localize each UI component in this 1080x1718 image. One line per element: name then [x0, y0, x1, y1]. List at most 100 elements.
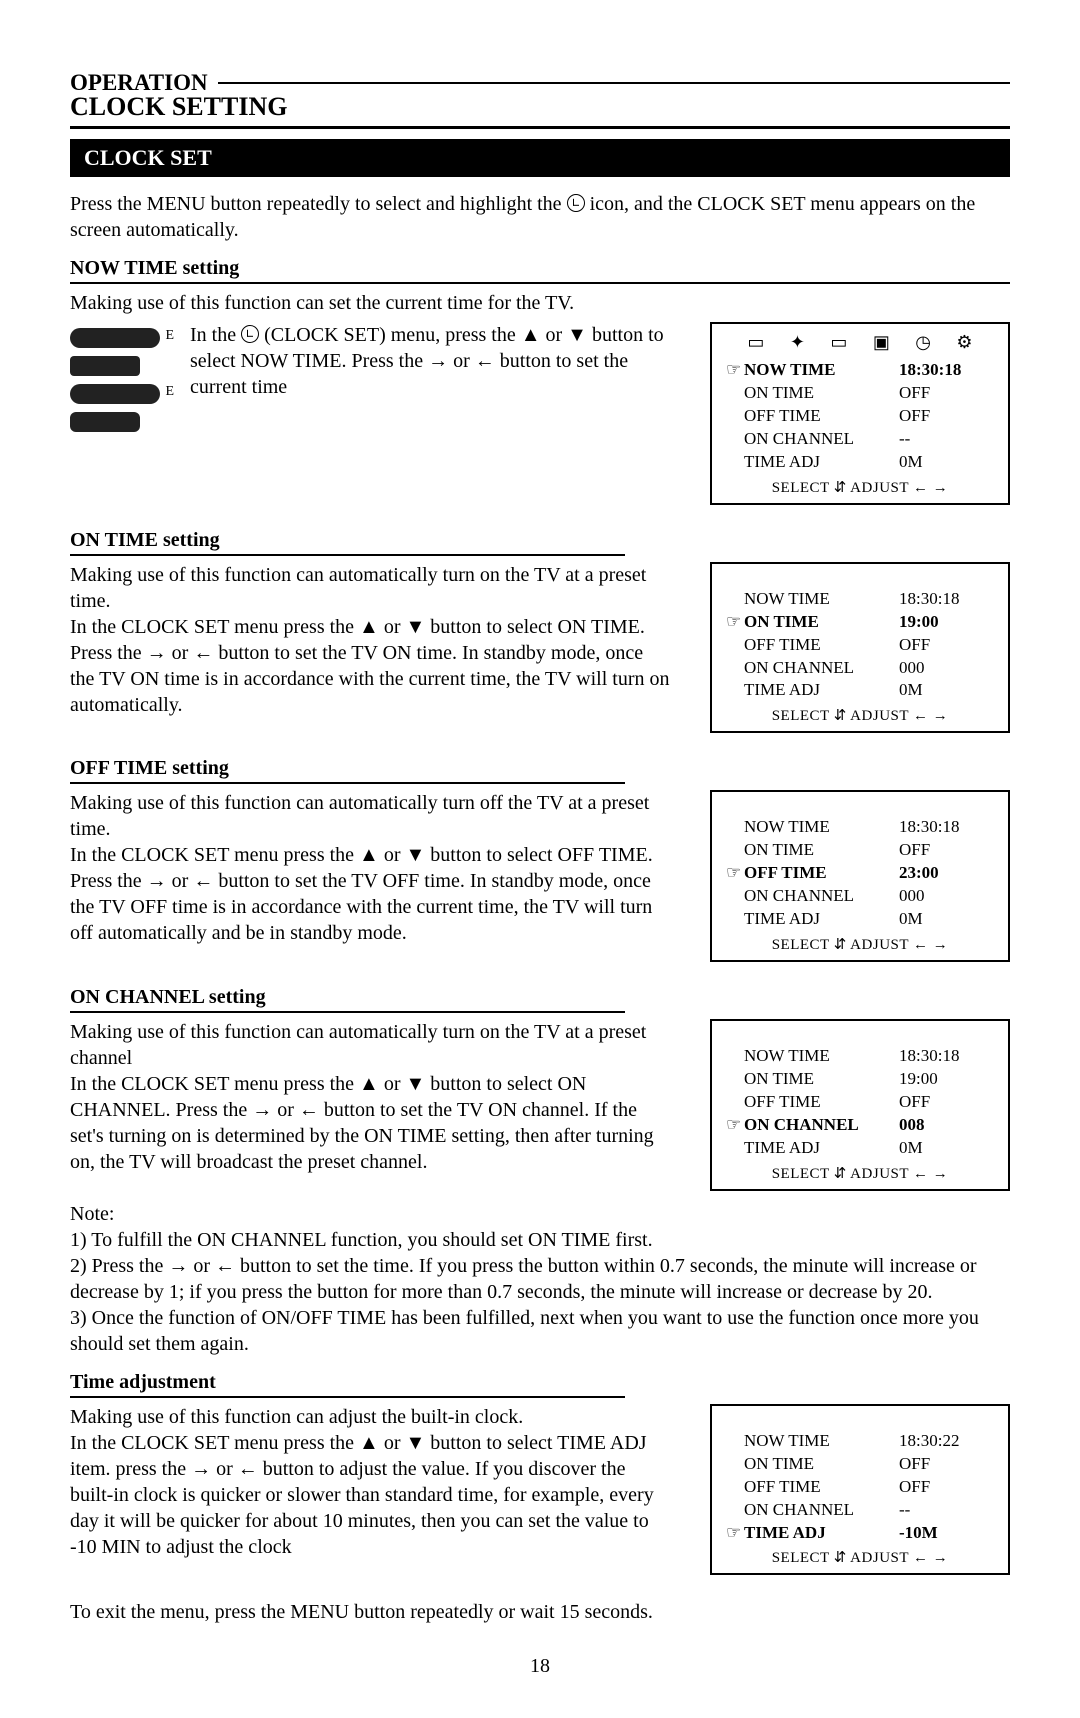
osd-row-value: 19:00	[899, 611, 994, 634]
osd-row-value: 0M	[899, 451, 994, 474]
page-number: 18	[70, 1655, 1010, 1678]
osd-row: ON CHANNEL000	[712, 657, 1008, 680]
osd-row-value: 18:30:18	[899, 588, 994, 611]
osd-row-label: NOW TIME	[744, 1045, 899, 1068]
osd-row-value: OFF	[899, 634, 994, 657]
clock-icon	[241, 325, 259, 343]
osd-menu-on-channel: NOW TIME18:30:18ON TIME19:00OFF TIMEOFF☞…	[710, 1019, 1010, 1191]
osd-row: ☞TIME ADJ-10M	[712, 1522, 1008, 1545]
osd-row: ON CHANNEL--	[712, 428, 1008, 451]
osd-footer: SELECT ⇵ ADJUST ← →	[712, 1160, 1008, 1183]
osd-pointer-icon	[726, 588, 744, 611]
osd-row-value: 19:00	[899, 1068, 994, 1091]
osd-row: NOW TIME18:30:22	[712, 1430, 1008, 1453]
osd-row: TIME ADJ0M	[712, 908, 1008, 931]
osd-tv-icon: ▭	[747, 332, 764, 353]
osd-pointer-icon: ☞	[726, 1114, 744, 1137]
osd-pointer-icon	[726, 405, 744, 428]
osd-row-value: OFF	[899, 382, 994, 405]
osd-screen-icon: ▭	[830, 332, 847, 353]
osd-row-value: 0M	[899, 679, 994, 702]
clock-icon	[567, 194, 585, 212]
osd-menu-off-time: NOW TIME18:30:18ON TIMEOFF☞OFF TIME23:00…	[710, 790, 1010, 962]
osd-row-label: ON TIME	[744, 839, 899, 862]
osd-row: TIME ADJ0M	[712, 1137, 1008, 1160]
osd-row: ON TIMEOFF	[712, 1453, 1008, 1476]
osd-pointer-icon	[726, 634, 744, 657]
section-label-now-time: NOW TIME setting	[70, 257, 1010, 284]
osd-row-label: OFF TIME	[744, 1476, 899, 1499]
time-adj-body: Making use of this function can adjust t…	[70, 1404, 670, 1560]
osd-pointer-icon: ☞	[726, 1522, 744, 1545]
osd-row-label: ON TIME	[744, 382, 899, 405]
osd-row-value: OFF	[899, 1476, 994, 1499]
osd-row-label: ON CHANNEL	[744, 428, 899, 451]
osd-pointer-icon	[726, 382, 744, 405]
section-bar-clock-set: CLOCK SET	[70, 139, 1010, 177]
osd-row-label: TIME ADJ	[744, 1522, 899, 1545]
osd-menu-on-time: NOW TIME18:30:18 ☞ON TIME19:00OFF TIMEOFF…	[710, 562, 1010, 734]
section-label-on-channel: ON CHANNEL setting	[70, 986, 625, 1013]
osd-footer: SELECT ⇵ ADJUST ← →	[712, 1544, 1008, 1567]
osd-row: NOW TIME18:30:18	[712, 816, 1008, 839]
osd-row-label: OFF TIME	[744, 405, 899, 428]
osd-row-value: 0M	[899, 1137, 994, 1160]
osd-row-label: OFF TIME	[744, 1091, 899, 1114]
osd-row-value: 0M	[899, 908, 994, 931]
on-time-body: Making use of this function can automati…	[70, 562, 670, 718]
osd-row-label: ON CHANNEL	[744, 1499, 899, 1522]
osd-row-label: NOW TIME	[744, 588, 899, 611]
osd-misc-icon: ⚙	[956, 332, 972, 353]
header-rule	[218, 82, 1010, 84]
osd-pointer-icon	[726, 1045, 744, 1068]
operation-label: OPERATION	[70, 70, 208, 96]
osd-pointer-icon	[726, 1068, 744, 1091]
osd-row: ☞NOW TIME18:30:18	[712, 359, 1008, 382]
page-title: CLOCK SETTING	[70, 92, 1010, 122]
osd-row-label: TIME ADJ	[744, 1137, 899, 1160]
osd-row-value: OFF	[899, 1091, 994, 1114]
osd-row-label: ON TIME	[744, 1453, 899, 1476]
osd-row: TIME ADJ0M	[712, 451, 1008, 474]
osd-pointer-icon	[726, 1453, 744, 1476]
osd-row-value: --	[899, 428, 994, 451]
osd-row: ON TIMEOFF	[712, 382, 1008, 405]
osd-pointer-icon	[726, 1091, 744, 1114]
off-time-body: Making use of this function can automati…	[70, 790, 670, 946]
osd-pointer-icon: ☞	[726, 611, 744, 634]
osd-row-label: ON CHANNEL	[744, 1114, 899, 1137]
osd-row: ☞ON CHANNEL008	[712, 1114, 1008, 1137]
osd-row-label: NOW TIME	[744, 816, 899, 839]
osd-pointer-icon	[726, 1476, 744, 1499]
osd-icon-row: ▭ ✦ ▭ ▣ ◷ ⚙	[712, 332, 1008, 359]
osd-footer: SELECT ⇵ ADJUST ← →	[712, 474, 1008, 497]
osd-row: NOW TIME18:30:18	[712, 1045, 1008, 1068]
osd-row-value: 18:30:18	[899, 1045, 994, 1068]
osd-pointer-icon	[726, 1499, 744, 1522]
osd-clock-icon: ◷	[915, 332, 931, 353]
osd-row: ON TIME19:00	[712, 1068, 1008, 1091]
now-time-lead: Making use of this function can set the …	[70, 290, 1010, 316]
osd-footer: SELECT ⇵ ADJUST ← →	[712, 931, 1008, 954]
osd-row-label: NOW TIME	[744, 1430, 899, 1453]
osd-pointer-icon	[726, 885, 744, 908]
osd-pointer-icon: ☞	[726, 359, 744, 382]
osd-row: OFF TIMEOFF	[712, 1476, 1008, 1499]
osd-footer: SELECT ⇵ ADJUST ← →	[712, 702, 1008, 725]
osd-row-label: ON TIME	[744, 611, 899, 634]
osd-menu-now-time: ▭ ✦ ▭ ▣ ◷ ⚙ ☞NOW TIME18:30:18ON TIMEOFFO…	[710, 322, 1010, 505]
osd-row-value: --	[899, 1499, 994, 1522]
osd-pointer-icon	[726, 908, 744, 931]
osd-row: OFF TIMEOFF	[712, 634, 1008, 657]
osd-row-value: OFF	[899, 405, 994, 428]
on-channel-note-1: 1) To fulfill the ON CHANNEL function, y…	[70, 1227, 1010, 1253]
osd-pointer-icon	[726, 657, 744, 680]
osd-sparkle-icon: ✦	[790, 332, 805, 353]
page-header: OPERATION CLOCK SETTING	[70, 70, 1010, 122]
osd-row: ON TIMEOFF	[712, 839, 1008, 862]
osd-row-label: TIME ADJ	[744, 451, 899, 474]
osd-row-value: -10M	[899, 1522, 994, 1545]
on-channel-body: Making use of this function can automati…	[70, 1019, 670, 1175]
osd-row-value: OFF	[899, 839, 994, 862]
osd-pointer-icon	[726, 679, 744, 702]
